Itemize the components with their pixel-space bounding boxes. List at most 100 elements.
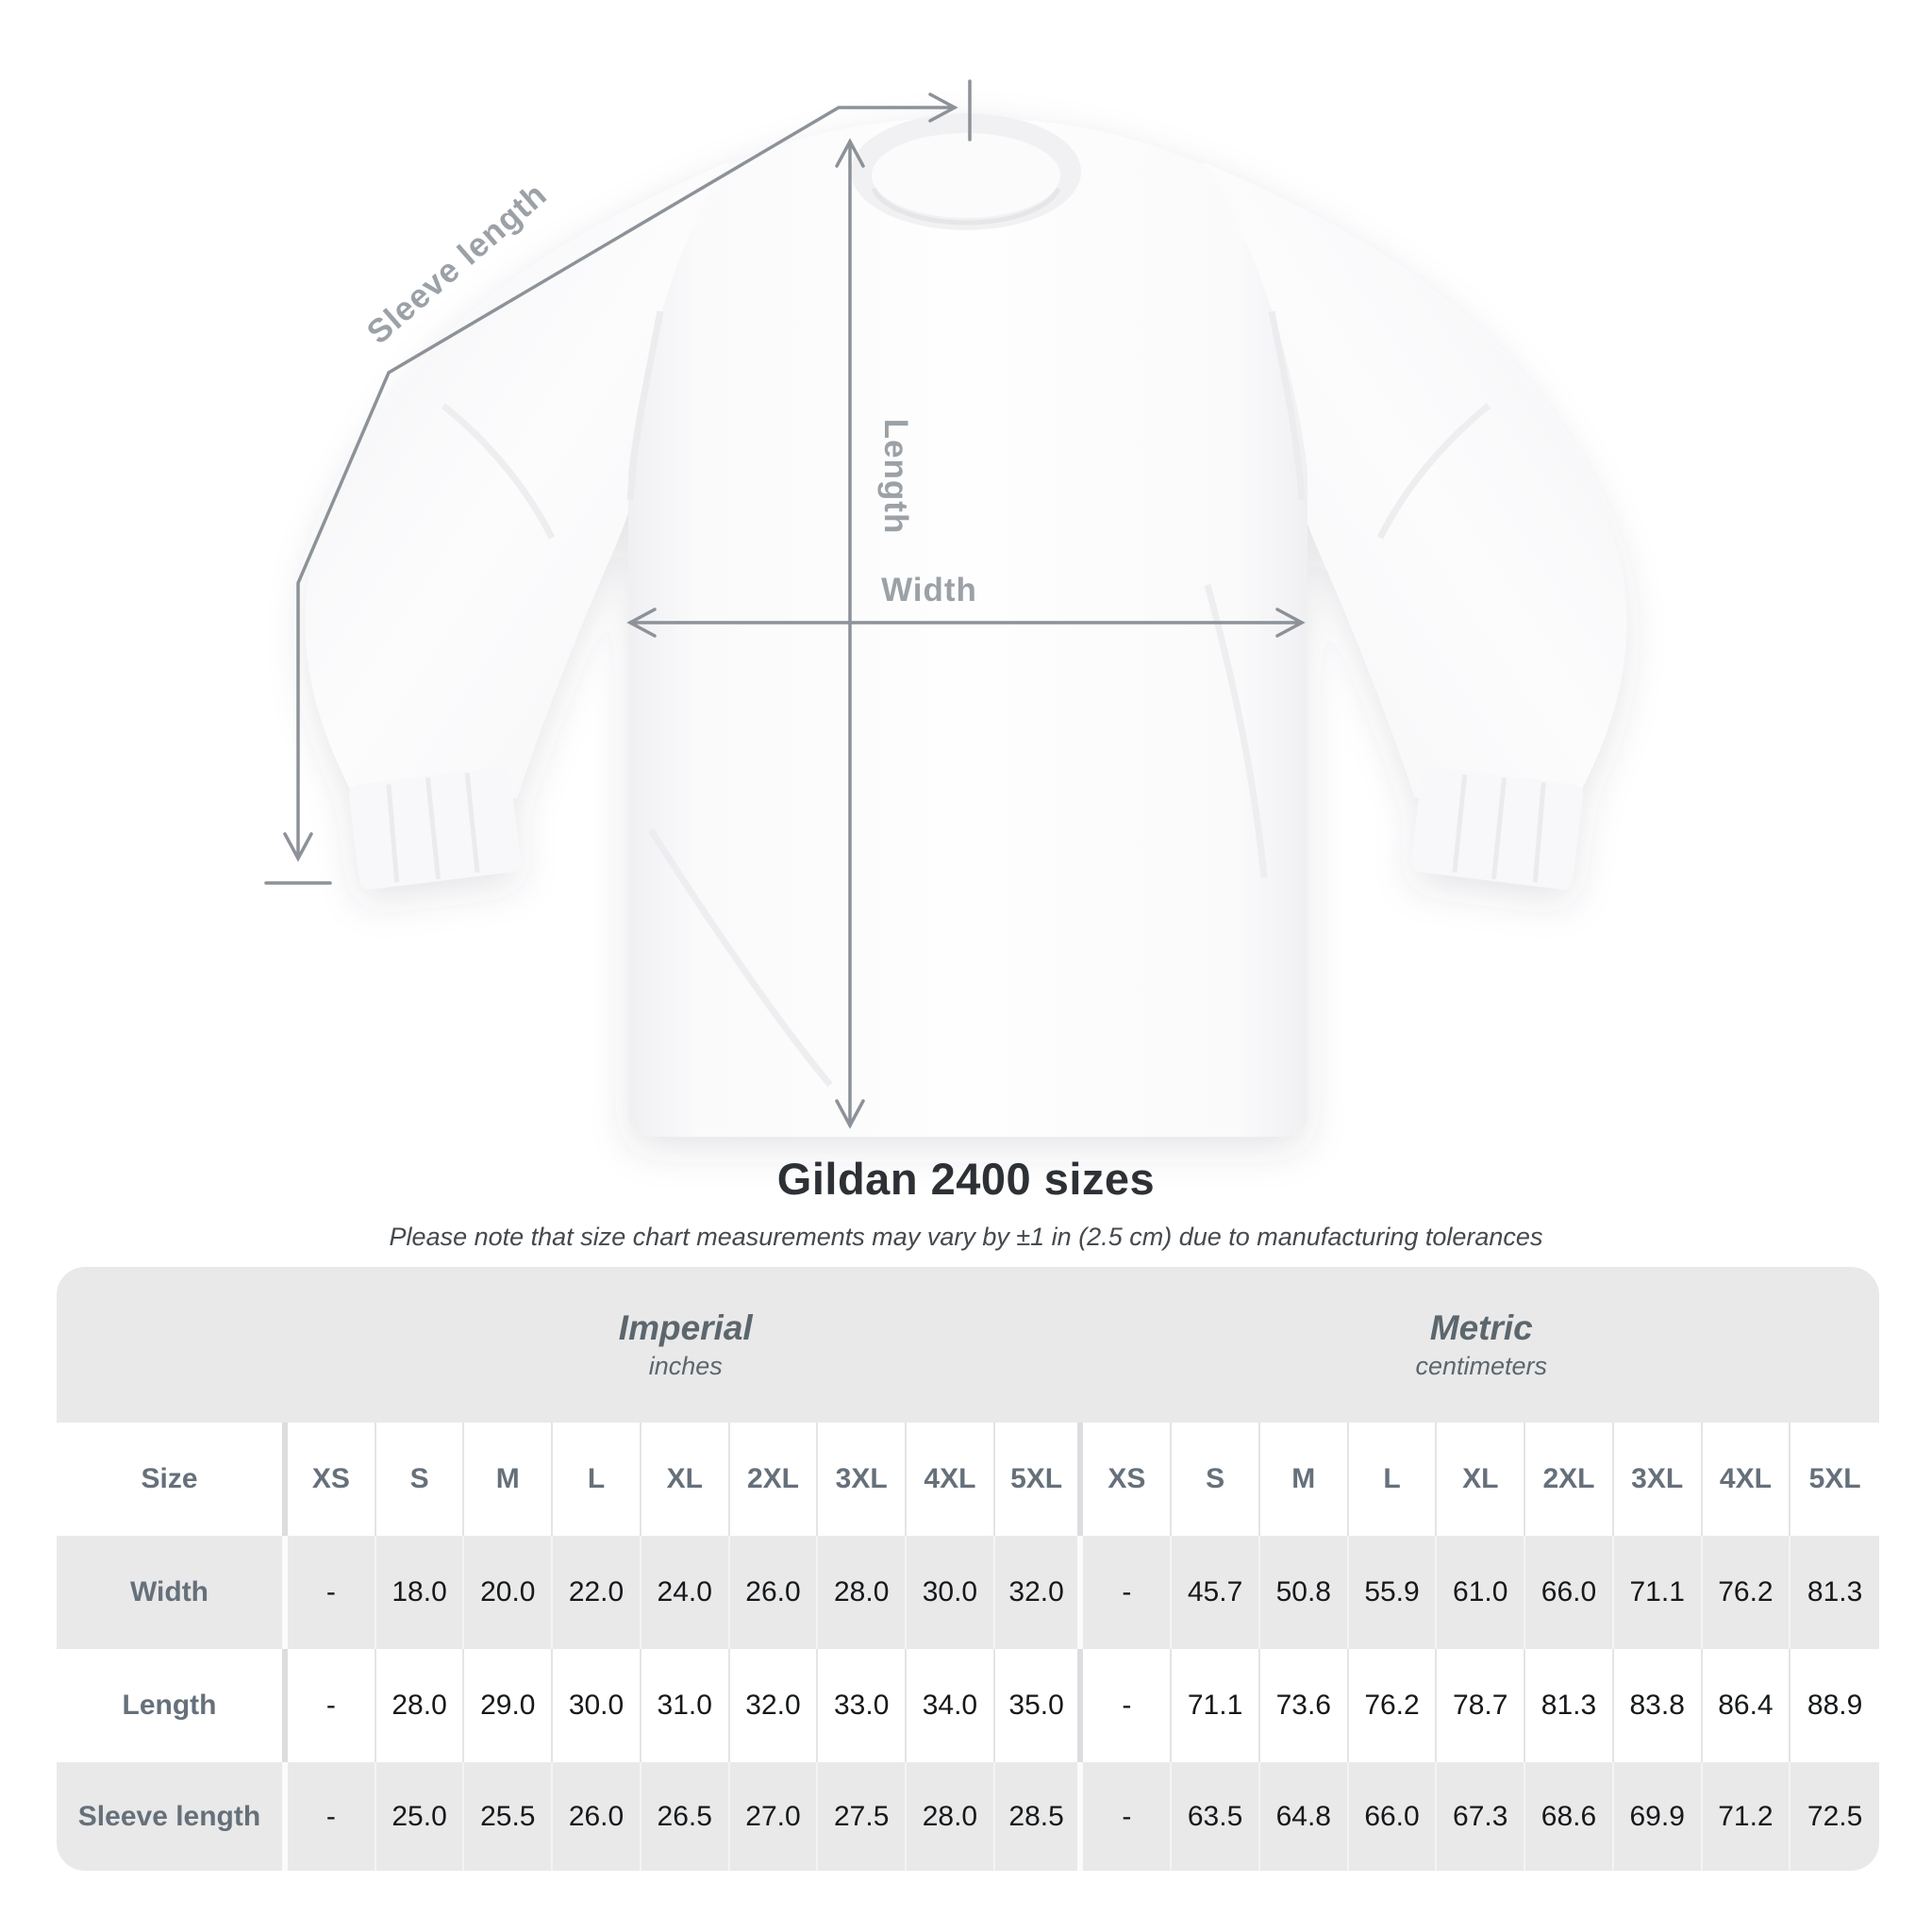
- size-column-header: 4XL: [907, 1423, 995, 1536]
- value-cell: 26.0: [730, 1536, 819, 1649]
- measurement-lines: [264, 79, 1306, 1129]
- value-cell: 68.6: [1525, 1762, 1614, 1871]
- value-cell: 27.0: [730, 1762, 819, 1871]
- value-cell: 71.1: [1614, 1536, 1703, 1649]
- arrow-right-icon: [928, 92, 958, 123]
- value-cell: 76.2: [1703, 1536, 1791, 1649]
- size-column-header: XS: [1083, 1423, 1173, 1536]
- arrow-down-icon: [835, 1099, 865, 1129]
- arrow-left-icon: [626, 608, 657, 638]
- sleeve-length-line: [296, 106, 957, 858]
- size-column-header: XL: [1437, 1423, 1526, 1536]
- size-column-header: 3XL: [818, 1423, 908, 1536]
- value-cell: 76.2: [1349, 1649, 1438, 1762]
- row-label: Length: [57, 1649, 288, 1762]
- value-cell: -: [288, 1536, 376, 1649]
- value-cell: 73.6: [1260, 1649, 1349, 1762]
- value-cell: 33.0: [818, 1649, 908, 1762]
- imperial-group-header: Imperial inches: [288, 1307, 1084, 1383]
- value-cell: 20.0: [464, 1536, 554, 1649]
- metric-unit: centimeters: [1415, 1352, 1548, 1381]
- value-cell: 22.0: [553, 1536, 641, 1649]
- value-cell: 71.1: [1172, 1649, 1260, 1762]
- metric-group-header: Metric centimeters: [1084, 1307, 1880, 1383]
- value-cell: 35.0: [995, 1649, 1084, 1762]
- value-cell: 45.7: [1172, 1536, 1260, 1649]
- unit-group-header: Imperial inches Metric centimeters: [57, 1267, 1879, 1423]
- page-subtitle: Please note that size chart measurements…: [389, 1223, 1543, 1251]
- size-column-header: 4XL: [1703, 1423, 1791, 1536]
- value-cell: -: [1083, 1536, 1173, 1649]
- table-row-1: Length -28.0 29.0 30.0 31.0 32.0 33.0 34.0 35.0-…: [57, 1649, 1879, 1762]
- value-cell: 61.0: [1437, 1536, 1526, 1649]
- value-cell: -: [288, 1762, 376, 1871]
- shirt-diagram: Sleeve length Length Width: [264, 79, 1627, 1137]
- arrow-right-icon: [1275, 608, 1306, 638]
- value-cell: 64.8: [1260, 1762, 1349, 1871]
- value-cell: 66.0: [1349, 1762, 1438, 1871]
- table-header-row: Size XS S M L XL 2XL 3XL 4XL 5XL XS S M L XL 2XL 3XL 4XL 5…: [57, 1423, 1879, 1536]
- table-row-0: Width -18.0 20.0 22.0 24.0 26.0 28.0 30.0 32.0-4…: [57, 1536, 1879, 1649]
- value-cell: 29.0: [464, 1649, 554, 1762]
- width-label: Width: [881, 572, 977, 608]
- size-column-header: 5XL: [995, 1423, 1084, 1536]
- row-label: Width: [57, 1536, 288, 1649]
- size-column-header: XS: [288, 1423, 376, 1536]
- size-column-header: M: [1260, 1423, 1349, 1536]
- value-cell: 25.0: [376, 1762, 465, 1871]
- value-cell: 28.0: [376, 1649, 465, 1762]
- shirt-body: [628, 118, 1307, 1137]
- imperial-label: Imperial: [618, 1307, 753, 1347]
- imperial-unit: inches: [648, 1352, 723, 1381]
- value-cell: -: [1083, 1649, 1173, 1762]
- value-cell: 28.0: [818, 1536, 908, 1649]
- arrow-up-icon: [835, 138, 865, 168]
- arrow-down-icon: [283, 832, 313, 862]
- row-label: Sleeve length: [57, 1762, 288, 1871]
- value-cell: 50.8: [1260, 1536, 1349, 1649]
- size-chart-panel: Imperial inches Metric centimeters Size X…: [57, 1267, 1879, 1871]
- value-cell: 30.0: [553, 1649, 641, 1762]
- value-cell: 26.5: [641, 1762, 730, 1871]
- value-cell: 63.5: [1172, 1762, 1260, 1871]
- value-cell: 81.3: [1807, 1576, 1863, 1607]
- value-cell: 28.0: [907, 1762, 995, 1871]
- value-cell: -: [288, 1649, 376, 1762]
- value-cell: 81.3: [1525, 1649, 1614, 1762]
- value-cell: 32.0: [995, 1536, 1084, 1649]
- value-cell: 26.0: [553, 1762, 641, 1871]
- value-cell: 28.5: [995, 1762, 1084, 1871]
- metric-label: Metric: [1429, 1307, 1533, 1347]
- size-column-header: S: [376, 1423, 465, 1536]
- length-label: Length: [877, 419, 914, 535]
- value-cell: 34.0: [907, 1649, 995, 1762]
- shirt-illustration: [305, 113, 1627, 1137]
- value-cell: 72.5: [1807, 1800, 1863, 1832]
- value-cell: 18.0: [376, 1536, 465, 1649]
- value-cell: 86.4: [1703, 1649, 1791, 1762]
- shirt-collar-inner: [872, 133, 1060, 218]
- value-cell: 67.3: [1437, 1762, 1526, 1871]
- value-cell: 30.0: [907, 1536, 995, 1649]
- size-column-header: 2XL: [730, 1423, 819, 1536]
- size-column-header: XL: [641, 1423, 730, 1536]
- value-cell: 83.8: [1614, 1649, 1703, 1762]
- value-cell: 88.9: [1807, 1690, 1863, 1721]
- size-column-header: 5XL: [1808, 1463, 1861, 1494]
- page-title: Gildan 2400 sizes: [776, 1154, 1156, 1204]
- value-cell: 78.7: [1437, 1649, 1526, 1762]
- value-cell: 27.5: [818, 1762, 908, 1871]
- size-column-header: 2XL: [1525, 1423, 1614, 1536]
- value-cell: -: [1083, 1762, 1173, 1871]
- value-cell: 31.0: [641, 1649, 730, 1762]
- table-row-2: Sleeve length -25.0 25.5 26.0 26.5 27.0 27.5 28…: [57, 1762, 1879, 1871]
- value-cell: 69.9: [1614, 1762, 1703, 1871]
- size-column-header: M: [464, 1423, 554, 1536]
- size-column-header: 3XL: [1614, 1423, 1703, 1536]
- value-cell: 25.5: [464, 1762, 554, 1871]
- size-column-header: L: [553, 1423, 641, 1536]
- size-header-cell: Size: [57, 1423, 288, 1536]
- value-cell: 24.0: [641, 1536, 730, 1649]
- value-cell: 32.0: [730, 1649, 819, 1762]
- value-cell: 66.0: [1525, 1536, 1614, 1649]
